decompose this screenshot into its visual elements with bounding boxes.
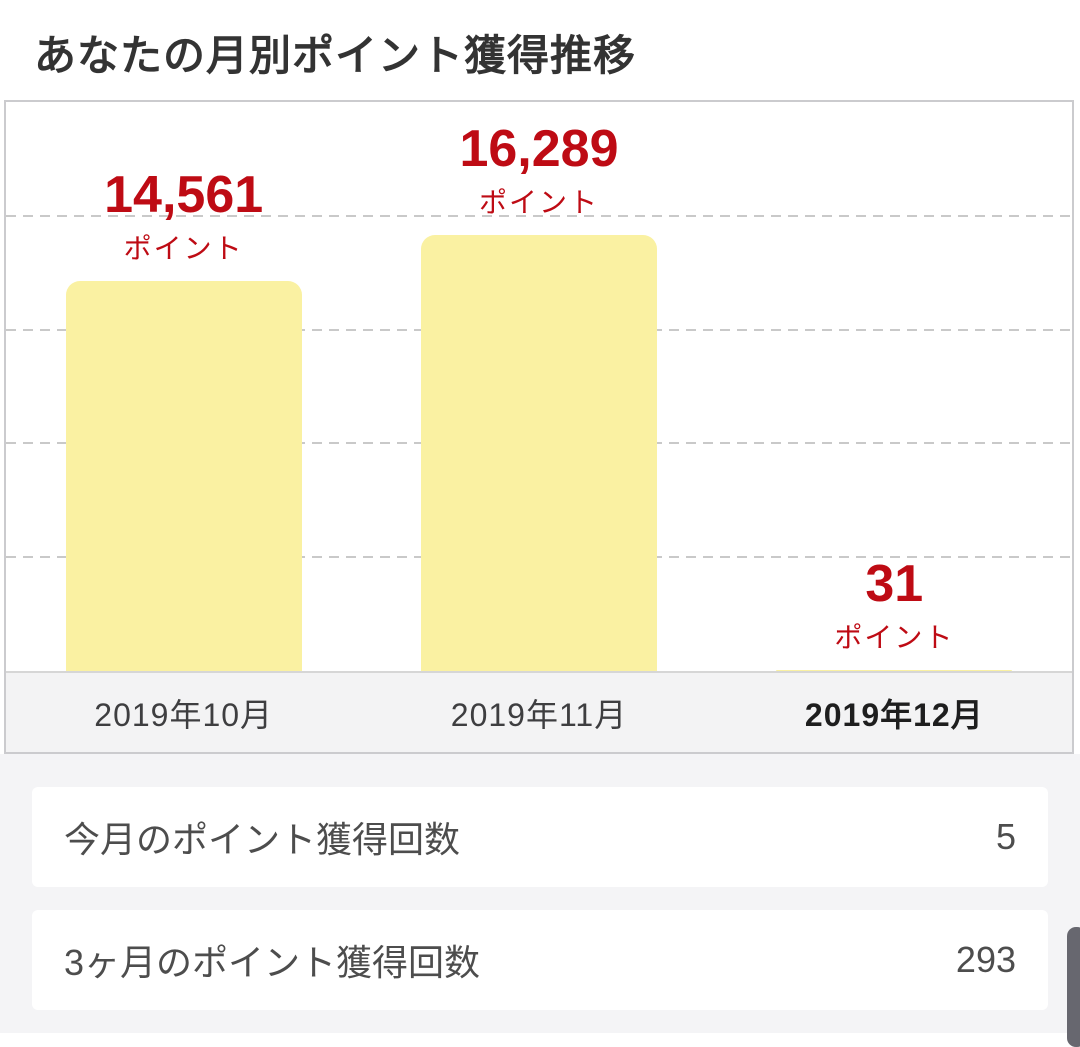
bar-2019-10	[65, 281, 302, 671]
chart-column-2019-11: 16,289 ポイント	[361, 102, 716, 671]
summary-row-this-month: 今月のポイント獲得回数 5	[32, 787, 1048, 887]
summary-row-label: 3ヶ月のポイント獲得回数	[64, 942, 481, 983]
chart-x-axis: 2019年10月 2019年11月 2019年12月	[6, 671, 1072, 752]
bar-value-label: 14,561	[104, 166, 264, 225]
x-axis-label-2019-11: 2019年11月	[450, 696, 628, 733]
bar-unit-label: ポイント	[123, 233, 244, 264]
x-axis-label-2019-12: 2019年12月	[804, 696, 984, 733]
bar-unit-label: ポイント	[834, 622, 955, 653]
summary-row-value: 293	[955, 939, 1016, 980]
page-header: あなたの月別ポイント獲得推移	[0, 0, 1080, 100]
bar-unit-label: ポイント	[478, 187, 599, 218]
bar-value-label: 31	[865, 555, 924, 614]
page-title: あなたの月別ポイント獲得推移	[34, 32, 637, 79]
scrollbar-thumb[interactable]	[1067, 927, 1080, 1047]
x-axis-label-2019-10: 2019年10月	[94, 696, 274, 733]
gridline	[6, 214, 1072, 217]
chart-column-2019-10: 14,561 ポイント	[6, 102, 361, 671]
bar-2019-11	[420, 235, 657, 671]
bar-value-label: 16,289	[459, 120, 619, 179]
bar-2019-12	[776, 670, 1013, 671]
monthly-points-chart: 14,561 ポイント 16,289 ポイント 31 ポイント 2019年10月…	[4, 100, 1074, 754]
summary-row-label: 今月のポイント獲得回数	[64, 819, 461, 860]
chart-columns: 14,561 ポイント 16,289 ポイント 31 ポイント	[6, 102, 1072, 671]
summary-row-value: 5	[995, 816, 1016, 857]
chart-column-2019-12: 31 ポイント	[717, 102, 1072, 671]
chart-plot-area: 14,561 ポイント 16,289 ポイント 31 ポイント	[6, 102, 1072, 671]
summary-row-three-months: 3ヶ月のポイント獲得回数 293	[32, 910, 1048, 1010]
summary-section: 今月のポイント獲得回数 5 3ヶ月のポイント獲得回数 293	[0, 754, 1080, 1033]
